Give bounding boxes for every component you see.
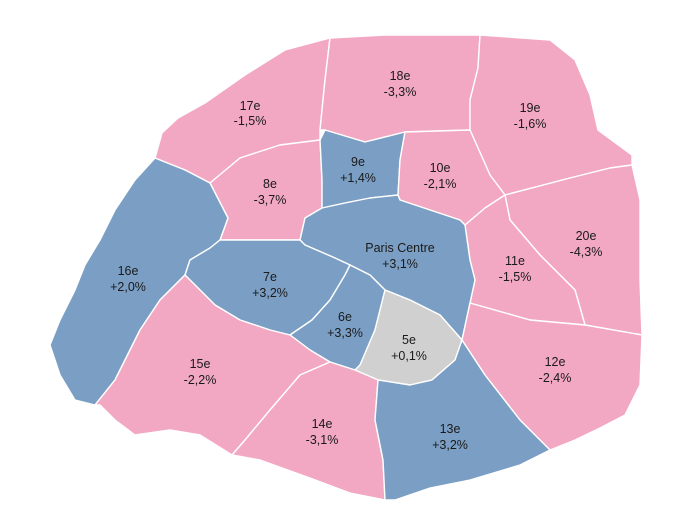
district-change: -3,1% (306, 433, 339, 447)
label-7e: 7e +3,2% (252, 270, 288, 300)
district-name: 17e (240, 99, 261, 113)
district-name: 6e (338, 310, 352, 324)
district-change: +0,1% (391, 349, 427, 363)
label-8e: 8e -3,7% (254, 177, 287, 207)
label-16e: 16e +2,0% (110, 264, 146, 294)
label-15e: 15e -2,2% (184, 357, 217, 387)
district-name: 16e (118, 264, 139, 278)
district-13e (374, 339, 551, 501)
district-name: 8e (263, 177, 277, 191)
label-paris-centre: Paris Centre +3,1% (365, 241, 435, 271)
district-name: 11e (505, 254, 525, 268)
district-change: +3,2% (432, 438, 468, 452)
district-name: 12e (545, 355, 566, 369)
label-5e: 5e +0,1% (391, 333, 427, 363)
label-13e: 13e +3,2% (432, 422, 468, 452)
district-change: +3,1% (382, 257, 418, 271)
label-20e: 20e -4,3% (570, 229, 603, 259)
district-change: -1,5% (234, 114, 267, 128)
district-name: 18e (390, 69, 411, 83)
label-12e: 12e -2,4% (539, 355, 572, 385)
district-change: +2,0% (110, 280, 146, 294)
district-change: +3,2% (252, 286, 288, 300)
label-17e: 17e -1,5% (234, 99, 267, 128)
district-name: 19e (520, 101, 541, 115)
label-19e: 19e -1,6% (514, 101, 547, 131)
district-name: 7e (263, 270, 277, 284)
label-10e: 10e -2,1% (424, 161, 457, 191)
label-14e: 14e -3,1% (306, 417, 339, 447)
district-name: Paris Centre (365, 241, 435, 255)
district-change: -2,2% (184, 373, 217, 387)
label-11e: 11e -1,5% (499, 254, 532, 284)
district-name: 5e (402, 333, 416, 347)
district-change: +3,3% (327, 326, 363, 340)
district-change: -3,7% (254, 193, 287, 207)
district-change: -1,5% (499, 270, 532, 284)
district-name: 10e (430, 161, 451, 175)
district-name: 20e (576, 229, 597, 243)
label-9e: 9e +1,4% (340, 155, 376, 185)
district-name: 14e (312, 417, 333, 431)
district-change: -3,3% (384, 85, 417, 99)
district-change: -1,6% (514, 117, 547, 131)
label-18e: 18e -3,3% (384, 69, 417, 99)
label-6e: 6e +3,3% (327, 310, 363, 340)
district-name: 13e (440, 422, 461, 436)
district-name: 9e (351, 155, 365, 169)
district-change: -2,4% (539, 371, 572, 385)
district-change: -4,3% (570, 245, 603, 259)
district-change: -2,1% (424, 177, 457, 191)
district-change: +1,4% (340, 171, 376, 185)
district-name: 15e (190, 357, 211, 371)
district-labels: 17e -1,5% 18e -3,3% 19e -1,6% 8e -3,7% 9… (110, 69, 602, 452)
